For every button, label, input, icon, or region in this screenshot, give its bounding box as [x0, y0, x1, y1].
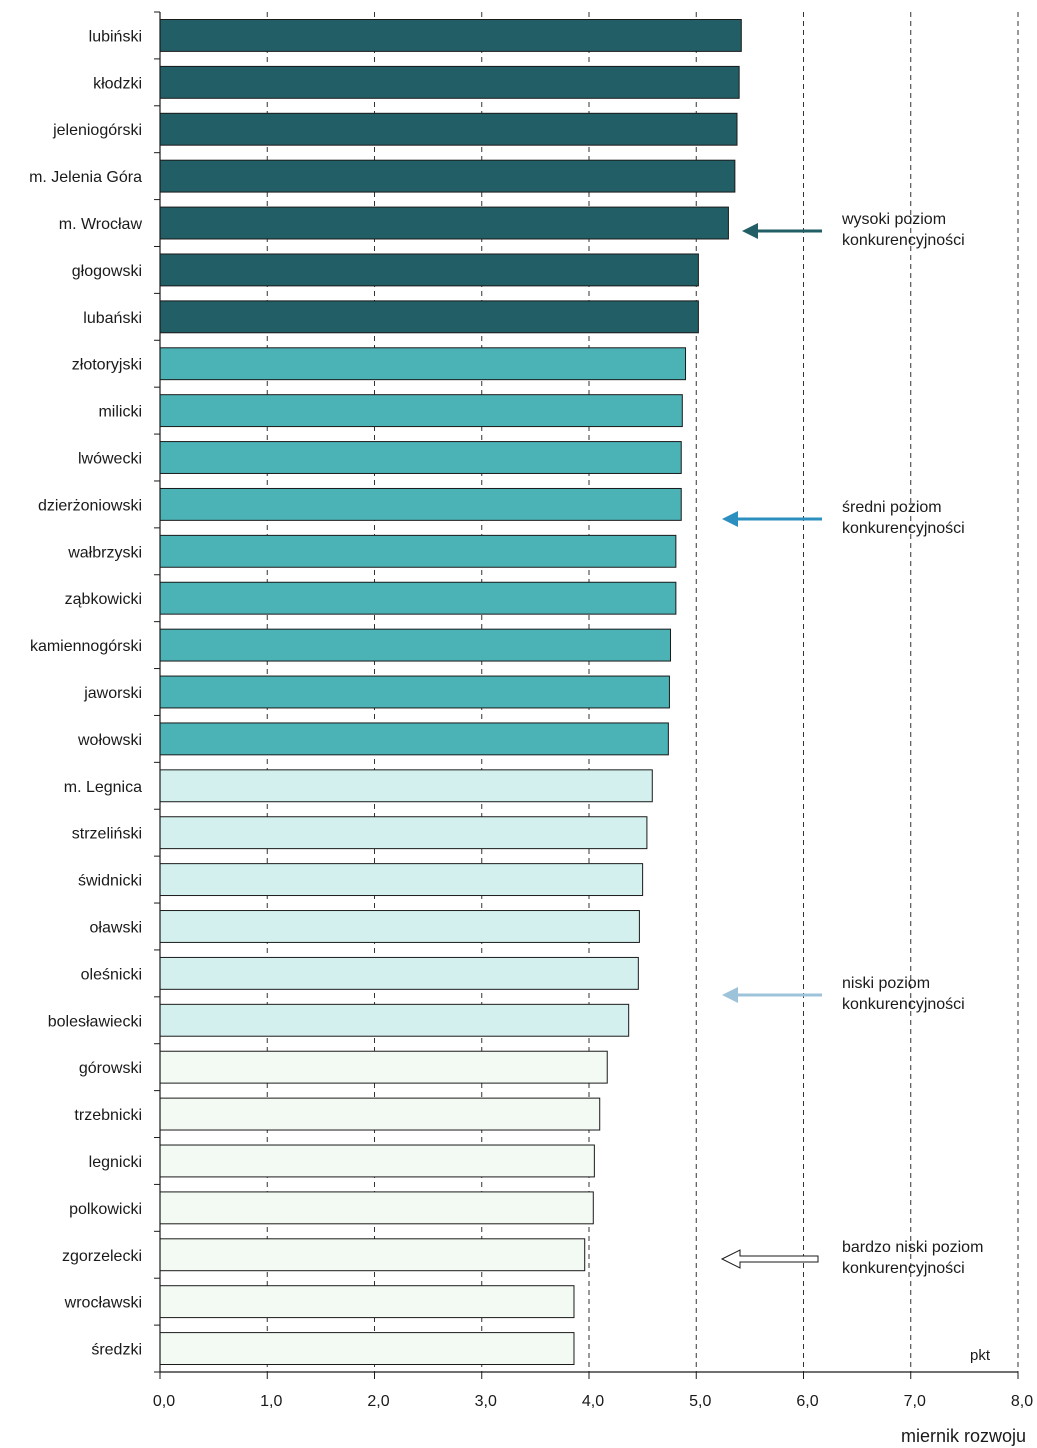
bar	[159, 1332, 575, 1365]
bar	[159, 441, 682, 474]
x-tick-label: 8,0	[1011, 1393, 1033, 1410]
legend-arrow-head	[722, 511, 738, 527]
category-label: wołowski	[77, 732, 142, 749]
category-label: jaworski	[83, 685, 142, 702]
category-label: złotoryjski	[72, 357, 142, 374]
legend-label-line1: wysoki poziom	[841, 211, 946, 228]
x-tick-label: 6,0	[796, 1393, 818, 1410]
category-label: jeleniogórski	[52, 122, 142, 139]
legend-arrow-head	[742, 223, 758, 239]
category-label: m. Jelenia Góra	[29, 169, 142, 186]
x-tick-label: 1,0	[260, 1393, 282, 1410]
x-tick-label: 5,0	[689, 1393, 711, 1410]
legend-label-line1: niski poziom	[842, 975, 930, 992]
x-tick-label: 4,0	[582, 1393, 604, 1410]
bar	[159, 65, 740, 99]
bar	[159, 1285, 575, 1319]
category-labels: lubiński kłodzki jeleniogórski m. Jelenia G…	[29, 28, 142, 1358]
category-label: m. Wrocław	[59, 216, 143, 233]
category-label: średzki	[91, 1342, 142, 1359]
legend-item: bardzo niski poziom konkurencyjności	[720, 1239, 983, 1277]
bar	[159, 1144, 595, 1178]
bar	[159, 910, 640, 943]
category-label: ząbkowicki	[65, 591, 142, 608]
category-label: głogowski	[72, 263, 142, 280]
category-label: zgorzelecki	[62, 1248, 142, 1265]
category-label: oleśnicki	[81, 966, 142, 983]
category-label: m. Legnica	[64, 779, 142, 796]
bar	[159, 534, 677, 568]
x-tick-labels: 0,0 1,0 2,0 3,0 4,0 5,0 6,0 7,0 8,0	[153, 1372, 1033, 1410]
bar	[159, 159, 736, 193]
category-label: bolesławiecki	[48, 1013, 142, 1030]
bar	[159, 816, 648, 850]
bar	[159, 112, 738, 146]
bar	[159, 300, 699, 334]
bar	[159, 206, 729, 240]
category-label: legnicki	[89, 1154, 142, 1171]
bar	[159, 675, 670, 709]
bars	[159, 19, 742, 1365]
bar	[159, 581, 677, 615]
x-tick-label: 3,0	[475, 1393, 497, 1410]
legend-item: średni poziom konkurencyjności	[722, 499, 965, 537]
unit-label: pkt	[970, 1347, 991, 1364]
bar	[159, 487, 682, 521]
bar	[159, 253, 699, 287]
bar	[159, 1050, 608, 1084]
bar	[159, 347, 687, 381]
category-label: dzierżoniowski	[38, 497, 142, 514]
category-label: kamiennogórski	[30, 638, 142, 655]
category-label: polkowicki	[69, 1201, 142, 1218]
category-label: lubański	[83, 310, 142, 327]
bar	[159, 394, 683, 428]
category-label: górowski	[79, 1060, 142, 1077]
bar	[159, 1003, 630, 1037]
legend-label-line2: konkurencyjności	[842, 996, 965, 1013]
bar	[159, 769, 653, 803]
legend-label-line2: konkurencyjności	[842, 232, 965, 249]
category-label: strzeliński	[72, 826, 142, 843]
category-label: trzebnicki	[74, 1107, 142, 1124]
bar	[159, 1191, 594, 1225]
category-label: oławski	[90, 919, 142, 936]
legend-item: niski poziom konkurencyjności	[722, 975, 965, 1013]
category-label: wałbrzyski	[67, 544, 142, 561]
legend-label-line2: konkurencyjności	[842, 520, 965, 537]
x-tick-label: 7,0	[904, 1393, 926, 1410]
bar	[159, 1238, 586, 1272]
legend-arrow-head	[722, 987, 738, 1003]
category-label: wrocławski	[64, 1295, 142, 1312]
bar	[159, 956, 639, 990]
category-label: kłodzki	[93, 75, 142, 92]
legend-label-line1: bardzo niski poziom	[842, 1239, 983, 1256]
category-label: lubiński	[89, 28, 142, 45]
x-axis-title: miernik rozwoju	[901, 1426, 1026, 1446]
bar	[159, 1097, 601, 1131]
bar	[159, 19, 742, 52]
x-tick-label: 2,0	[367, 1393, 389, 1410]
legend-arrow-outline	[720, 1249, 819, 1269]
category-label: lwówecki	[78, 451, 142, 468]
bar	[159, 863, 644, 897]
legend-label-line2: konkurencyjności	[842, 1260, 965, 1277]
category-label: świdnicki	[78, 873, 142, 890]
bar	[159, 628, 672, 662]
legend-label-line1: średni poziom	[842, 499, 942, 516]
bar	[159, 722, 669, 756]
x-tick-label: 0,0	[153, 1393, 175, 1410]
legend-item: wysoki poziom konkurencyjności	[742, 211, 965, 249]
category-label: milicki	[98, 404, 142, 421]
